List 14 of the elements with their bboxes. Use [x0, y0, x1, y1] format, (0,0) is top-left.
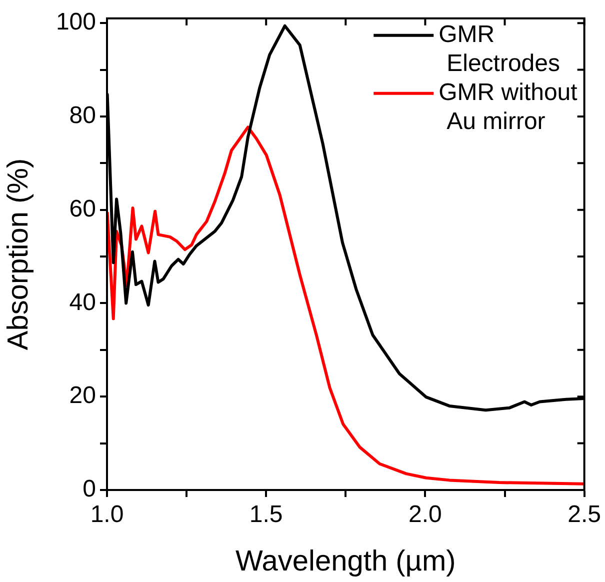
x-tick-label: 2.5	[568, 501, 602, 528]
y-tick-label: 60	[69, 195, 96, 222]
x-tick-label: 1.0	[90, 501, 124, 528]
y-tick-label: 100	[56, 8, 96, 36]
legend-label: GMR Electrodes	[438, 21, 560, 78]
y-tick-label: 0	[82, 476, 96, 503]
y-tick-label: 20	[69, 382, 96, 410]
y-tick-label: 40	[69, 288, 96, 316]
y-tick-label: 80	[69, 102, 96, 130]
x-tick-label: 1.5	[249, 501, 283, 528]
x-axis-title: Wavelength (µm)	[236, 546, 456, 578]
x-tick-label: 2.0	[408, 501, 442, 528]
legend-label: GMR without Au mirror	[438, 79, 578, 136]
y-axis-title: Absorption (%)	[2, 158, 34, 350]
